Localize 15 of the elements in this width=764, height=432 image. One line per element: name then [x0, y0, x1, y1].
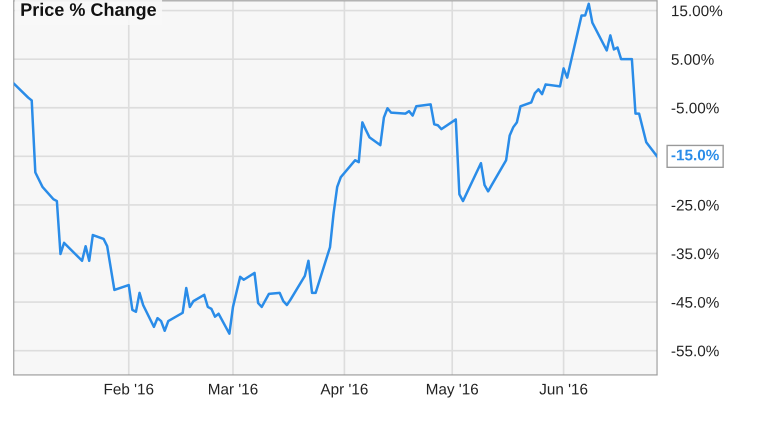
- y-tick-label: -5.00%: [672, 102, 719, 114]
- x-tick-label: Jun '16: [539, 384, 588, 395]
- y-tick-label: 15.00%: [672, 5, 722, 16]
- chart-title: Price % Change: [21, 2, 156, 20]
- annotation: -15.0%: [672, 150, 719, 160]
- x-tick-label: Mar '16: [208, 384, 258, 395]
- y-tick-label: 5.00%: [672, 54, 714, 65]
- x-tick-label: Apr '16: [320, 384, 368, 398]
- y-tick-label: -35.0%: [672, 248, 719, 260]
- x-tick-label: Feb '16: [104, 383, 154, 395]
- y-tick-label: -45.0%: [672, 296, 719, 308]
- y-tick-label: -25.0%: [672, 200, 719, 211]
- line-series: [14, 2, 658, 335]
- x-tick-label: May '16: [426, 384, 478, 398]
- y-tick-label: -55.0%: [672, 346, 719, 356]
